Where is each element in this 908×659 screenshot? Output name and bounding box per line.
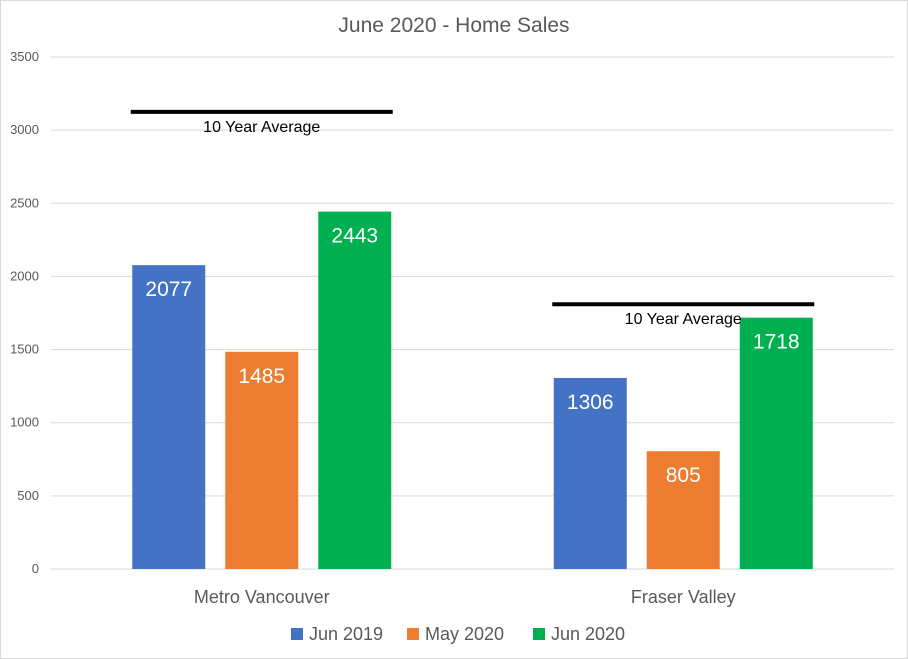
bar bbox=[318, 211, 392, 569]
legend-swatch bbox=[291, 628, 303, 640]
bar bbox=[646, 451, 720, 569]
bar bbox=[739, 317, 813, 569]
y-tick-label: 3500 bbox=[10, 49, 39, 64]
y-tick-label: 2500 bbox=[10, 195, 39, 210]
legend-swatch bbox=[533, 628, 545, 640]
reference-line-label: 10 Year Average bbox=[625, 311, 742, 328]
y-tick-label: 1000 bbox=[10, 415, 39, 430]
reference-lines: 10 Year Average 10 Year Average bbox=[130, 109, 815, 328]
bar-data-label: 1718 bbox=[753, 331, 800, 354]
legend-label: May 2020 bbox=[425, 624, 504, 644]
bars: 2077 1485 2443 1306 805 1718 bbox=[132, 211, 813, 569]
chart-title: June 2020 - Home Sales bbox=[338, 14, 569, 37]
y-tick-label: 3000 bbox=[10, 122, 39, 137]
bar-data-label: 1306 bbox=[567, 391, 614, 414]
y-tick-label: 2000 bbox=[10, 268, 39, 283]
y-axis-ticks: 0 500 1000 1500 2000 2500 3000 3500 bbox=[10, 49, 39, 576]
legend-label: Jun 2019 bbox=[309, 624, 383, 644]
x-tick-label: Metro Vancouver bbox=[194, 587, 330, 607]
bar bbox=[132, 265, 206, 569]
legend-swatch bbox=[407, 628, 419, 640]
x-tick-label: Fraser Valley bbox=[631, 587, 736, 607]
x-axis-ticks: Metro Vancouver Fraser Valley bbox=[194, 587, 736, 607]
y-tick-label: 1500 bbox=[10, 342, 39, 357]
reference-line-label: 10 Year Average bbox=[203, 119, 320, 136]
bar-data-label: 2077 bbox=[145, 278, 192, 301]
bar-data-label: 805 bbox=[666, 464, 701, 487]
legend: Jun 2019 May 2020 Jun 2020 bbox=[291, 624, 625, 644]
y-tick-label: 0 bbox=[32, 561, 39, 576]
bar-data-label: 1485 bbox=[238, 365, 285, 388]
legend-label: Jun 2020 bbox=[551, 624, 625, 644]
bar-data-label: 2443 bbox=[331, 225, 378, 248]
bar bbox=[553, 377, 627, 569]
y-tick-label: 500 bbox=[17, 488, 39, 503]
bar bbox=[225, 351, 299, 569]
